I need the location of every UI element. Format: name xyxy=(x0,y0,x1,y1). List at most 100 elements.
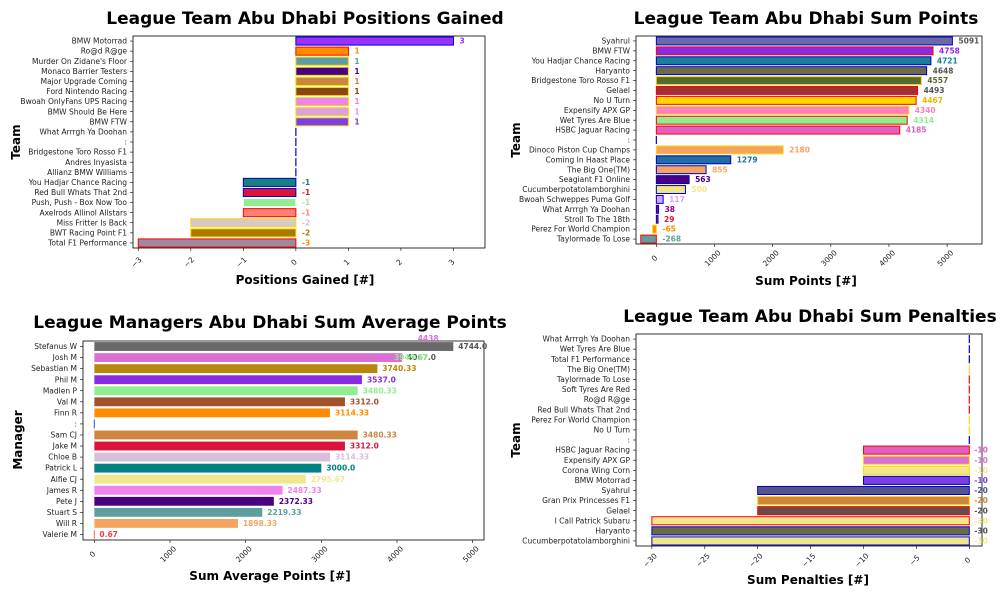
bar xyxy=(862,465,970,475)
data-label: -1 xyxy=(302,198,310,207)
bar xyxy=(242,198,297,208)
plot-frame xyxy=(82,340,485,541)
bar xyxy=(94,507,263,517)
bar xyxy=(94,441,345,451)
bar xyxy=(655,145,784,155)
y-tick-label: Cucumberpotatolamborghini xyxy=(522,185,630,194)
x-tick-label: 0 xyxy=(650,253,660,263)
bar xyxy=(242,208,297,218)
bar xyxy=(968,415,970,424)
chart-title: League Team Abu Dhabi Sum Points xyxy=(634,9,979,29)
bar xyxy=(968,395,970,404)
data-label: 4340 xyxy=(915,106,936,115)
data-label: 4067.0 xyxy=(407,353,436,362)
bar xyxy=(242,187,297,198)
y-tick-label: Red Bull Whats That 2nd xyxy=(34,188,127,197)
y-tick-label: Valerie M xyxy=(43,530,77,539)
bar xyxy=(655,56,932,66)
bar xyxy=(655,136,657,144)
x-tick-label: 5000 xyxy=(935,248,955,268)
y-tick-label: Total F1 Performance xyxy=(47,239,127,248)
y-tick-label: Expensify APX GP xyxy=(564,106,631,115)
bar xyxy=(94,353,403,363)
bar xyxy=(655,155,732,165)
y-tick-label: Stuart S xyxy=(47,508,77,517)
data-label: -10 xyxy=(974,446,988,455)
bar xyxy=(655,36,953,46)
y-tick-label: Andres Inyasista xyxy=(65,158,127,167)
bar xyxy=(94,342,454,351)
y-tick-label: No U Turn xyxy=(594,426,631,435)
data-label: 117 xyxy=(669,195,685,204)
chart-title: League Team Abu Dhabi Positions Gained xyxy=(106,9,503,29)
data-label: 38 xyxy=(665,205,675,214)
data-label: -20 xyxy=(974,496,988,505)
y-tick-label: Corona Wing Corn xyxy=(562,466,630,475)
y-tick-label: Gelael xyxy=(606,86,630,95)
x-tick-label: 2000 xyxy=(761,248,781,268)
bar xyxy=(295,66,349,76)
y-tick-label: Stefanus W xyxy=(34,342,77,351)
bar xyxy=(295,148,297,157)
y-tick-label: Perez For World Champion xyxy=(531,415,630,424)
chart-title: League Managers Abu Dhabi Sum Average Po… xyxy=(33,313,507,333)
data-label: 4721 xyxy=(937,56,958,65)
bar xyxy=(651,516,970,526)
data-label: 4758 xyxy=(939,46,960,55)
data-label: -268 xyxy=(662,235,681,244)
bar xyxy=(137,238,297,248)
bar xyxy=(94,463,322,473)
y-tick-label: James R xyxy=(46,486,77,495)
chart-title: League Team Abu Dhabi Sum Penalties xyxy=(623,307,996,327)
data-label: 1 xyxy=(354,87,359,96)
data-label: 3114.33 xyxy=(335,408,369,417)
y-axis-label: Team xyxy=(509,422,523,457)
bar xyxy=(655,95,917,105)
y-tick-label: : xyxy=(627,436,630,445)
bar xyxy=(655,105,910,115)
y-tick-label: BWT Racing Point F1 xyxy=(50,228,127,237)
y-tick-label: Haryanto xyxy=(595,66,630,75)
y-tick-label: Gran Prix Princesses F1 xyxy=(542,496,630,505)
data-label: 4557 xyxy=(927,76,948,85)
x-tick-label: −25 xyxy=(694,551,712,569)
bar xyxy=(655,204,660,214)
y-tick-label: Axelrods Allinol Allstars xyxy=(39,208,127,217)
bar xyxy=(655,125,901,135)
y-axis-label: Team xyxy=(509,122,523,157)
bar xyxy=(651,526,970,536)
y-tick-label: BMW Should Be Here xyxy=(48,107,128,116)
y-tick-label: Red Bull Whats That 2nd xyxy=(537,405,630,414)
y-tick-label: Bwoah Schweppes Puma Golf xyxy=(519,195,630,204)
bar xyxy=(655,115,908,125)
data-label: 3312.0 xyxy=(350,442,379,451)
y-tick-label: Phil M xyxy=(55,375,77,384)
x-tick-label: −1 xyxy=(234,255,248,269)
bar xyxy=(295,36,454,46)
y-tick-label: Coming In Haast Place xyxy=(546,155,631,164)
bar xyxy=(862,445,970,455)
bar xyxy=(862,455,970,465)
data-label: 3480.33 xyxy=(363,386,397,395)
bar xyxy=(94,474,306,484)
bar xyxy=(295,86,349,97)
y-tick-label: Haryanto xyxy=(595,526,630,535)
y-tick-label: Total F1 Performance xyxy=(550,355,630,364)
data-label: -2 xyxy=(302,228,310,237)
bar xyxy=(295,127,297,136)
y-tick-label: Ford Nintendo Racing xyxy=(46,87,127,96)
data-label: 4314 xyxy=(913,116,934,125)
y-tick-label: What Arrrgh Ya Doohan xyxy=(542,335,630,344)
bar xyxy=(968,365,970,374)
data-label: 3312.0 xyxy=(350,397,379,406)
y-tick-label: Chloe B xyxy=(48,453,77,462)
y-tick-label: BMW FTW xyxy=(89,117,127,126)
data-label: 29 xyxy=(664,215,674,224)
data-label: 3114.33 xyxy=(335,453,369,462)
data-label: -30 xyxy=(974,516,988,525)
x-tick-label: 4000 xyxy=(877,248,897,268)
x-tick-label: 0 xyxy=(963,555,973,565)
bar xyxy=(655,185,686,194)
bar xyxy=(94,386,358,396)
x-tick-label: −3 xyxy=(129,255,143,269)
